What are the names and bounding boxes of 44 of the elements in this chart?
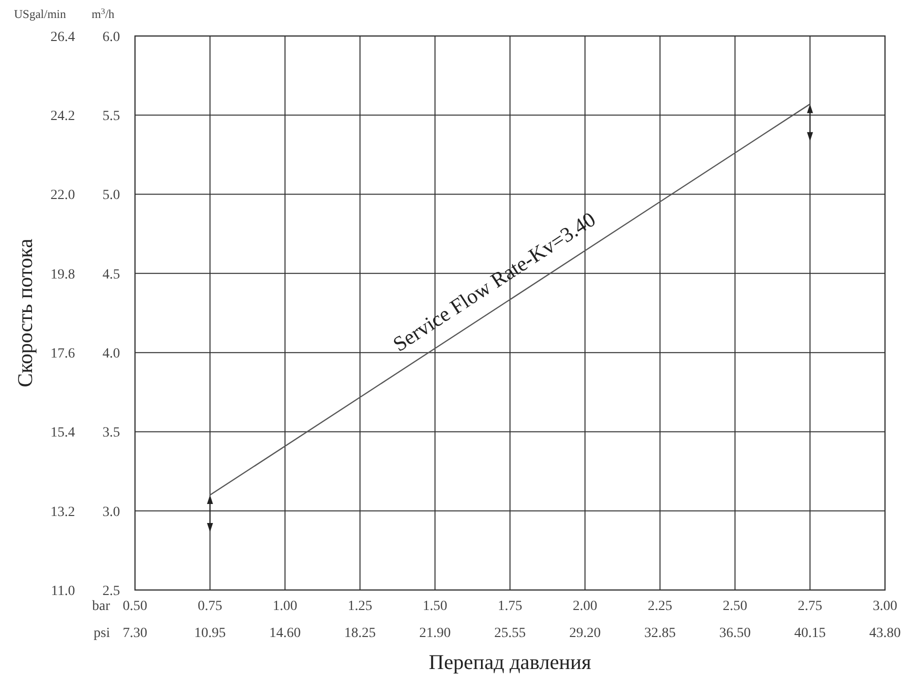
x-tick-label: 2.50 bbox=[722, 599, 748, 614]
x2-tick-label: 29.20 bbox=[569, 626, 601, 641]
x2-tick-label: 18.25 bbox=[344, 626, 376, 641]
x-tick-label: 1.00 bbox=[272, 599, 298, 614]
x-tick-label: 3.00 bbox=[872, 599, 898, 614]
text: m$^{3}$/h bbox=[92, 6, 114, 21]
y-tick-label: 15.4 bbox=[50, 426, 75, 441]
y2-tick-label: 5.5 bbox=[102, 109, 120, 124]
text: psi bbox=[94, 626, 110, 641]
y-tick-label: 13.2 bbox=[50, 504, 75, 520]
y2-tick-label: 3.5 bbox=[102, 426, 120, 441]
y-tick-label: 19.8 bbox=[50, 267, 75, 282]
y-tick-label: 11.0 bbox=[51, 584, 75, 599]
text: USgal/min bbox=[14, 7, 66, 21]
x2-tick-label: 21.90 bbox=[419, 626, 451, 641]
x2-tick-label: 7.30 bbox=[122, 626, 148, 641]
x2-tick-label: 36.50 bbox=[719, 626, 751, 641]
x2-tick-label: 14.60 bbox=[269, 626, 301, 641]
x2-tick-label: 40.15 bbox=[794, 626, 826, 641]
x-tick-label: 0.50 bbox=[122, 599, 148, 614]
x-tick-label: 1.75 bbox=[498, 599, 522, 614]
x-axis-title: Перепад давления bbox=[428, 650, 592, 674]
y2-tick-label: 6.0 bbox=[102, 30, 120, 45]
x-tick-label: 2.00 bbox=[572, 599, 598, 614]
y2-tick-label: 5.0 bbox=[102, 188, 120, 204]
y-tick-label: 22.0 bbox=[50, 188, 75, 204]
y-tick-label: 26.4 bbox=[50, 30, 75, 45]
y-tick-label: 24.2 bbox=[50, 109, 75, 124]
y2-tick-label: 4.5 bbox=[102, 267, 120, 282]
x-tick-label: 1.25 bbox=[348, 599, 372, 614]
y2-tick-label: 3.0 bbox=[102, 504, 120, 520]
x-tick-label: 1.50 bbox=[422, 599, 448, 614]
x-tick-label: 2.25 bbox=[648, 599, 672, 614]
y-axis-title: Скорость потока bbox=[13, 238, 37, 388]
y2-tick-label: 2.5 bbox=[102, 584, 120, 599]
x-tick-label: 2.75 bbox=[798, 599, 822, 614]
x2-tick-label: 10.95 bbox=[194, 626, 226, 641]
y-tick-label: 17.6 bbox=[50, 346, 75, 362]
x-tick-label: 0.75 bbox=[198, 599, 222, 614]
x2-tick-label: 43.80 bbox=[869, 626, 901, 641]
x2-tick-label: 32.85 bbox=[644, 626, 676, 641]
x2-tick-label: 25.55 bbox=[494, 626, 526, 641]
text: bar bbox=[92, 599, 110, 614]
y2-tick-label: 4.0 bbox=[102, 346, 120, 362]
